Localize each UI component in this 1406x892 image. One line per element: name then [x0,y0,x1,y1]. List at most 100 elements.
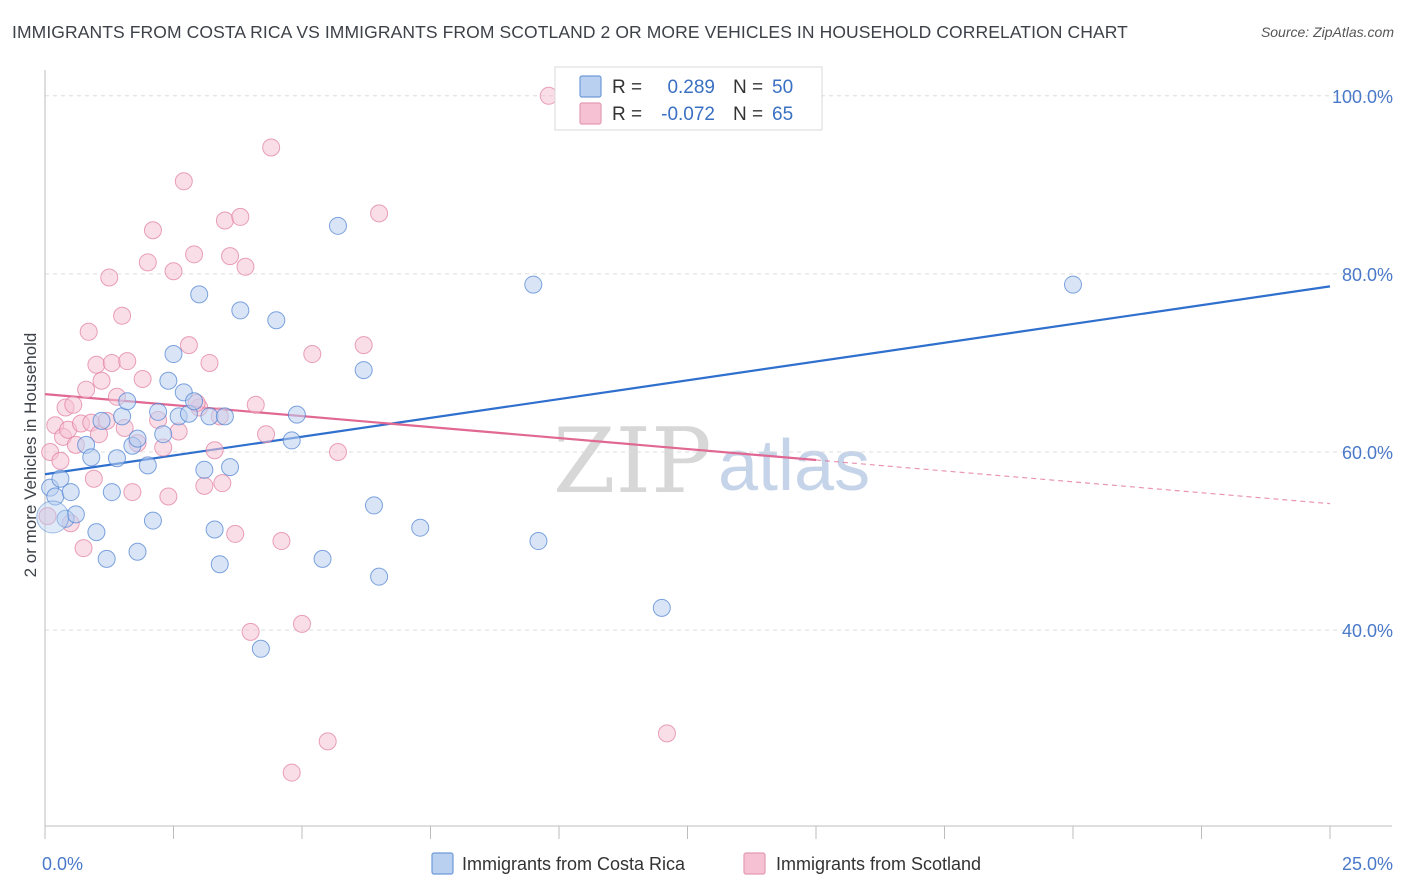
costa-rica-point [251,639,270,658]
scotland-point [195,476,214,495]
costa-rica-points [36,216,1082,658]
legend-r-value-1: 0.289 [667,77,715,98]
scotland-point [185,245,204,264]
scotland-point [138,253,157,272]
series-legend: Immigrants from Costa Rica Immigrants fr… [431,852,981,875]
costa-rica-point [210,555,229,574]
scotland-point [262,138,281,157]
costa-rica-point [231,301,250,320]
scotland-point [221,247,240,266]
costa-rica-point [221,458,240,477]
costa-rica-point [195,460,214,479]
x-tick-label: 25.0% [1342,854,1393,874]
costa-rica-point [185,392,204,411]
legend-swatch-blue [579,75,602,98]
costa-rica-point [354,361,373,380]
scotland-point [51,451,70,470]
costa-rica-point [97,549,116,568]
scotland-trend-line [44,393,817,462]
scotland-point [64,395,83,414]
scotland-point [215,211,234,230]
costa-rica-point [190,285,209,304]
scotland-point [257,425,276,444]
scotland-point [143,221,162,240]
costa-rica-point [138,456,157,475]
costa-rica-point [313,549,332,568]
costa-rica-point [107,449,126,468]
scotland-point [113,306,132,325]
costa-rica-point [102,483,121,502]
bottom-legend-scotland: Immigrants from Scotland [776,854,981,874]
costa-rica-point [128,542,147,561]
scotland-point [38,507,57,526]
costa-rica-point [164,345,183,364]
bottom-legend-costa-rica: Immigrants from Costa Rica [462,854,686,874]
correlation-legend: R = 0.289 N = 50 R = -0.072 N = 65 [554,66,823,131]
costa-rica-point [529,532,548,551]
scotland-point [213,474,232,493]
costa-rica-point [524,275,543,294]
costa-rica-point [364,496,383,515]
scotland-point [318,732,337,751]
chart-title: IMMIGRANTS FROM COSTA RICA VS IMMIGRANTS… [12,22,1128,42]
trend-lines [44,285,1331,505]
costa-rica-point [51,469,70,488]
costa-rica-point [215,407,234,426]
costa-rica-point [82,448,101,467]
costa-rica-point [267,311,286,330]
costa-rica-point [1064,275,1082,294]
y-tick-label: 60.0% [1342,443,1393,463]
bottom-legend-swatch-blue [431,852,454,875]
scotland-point [282,763,301,782]
scotland-point [179,336,198,355]
scotland-point [102,353,121,372]
costa-rica-trend-line [44,285,1331,476]
costa-rica-point [200,407,219,426]
costa-rica-point [113,407,132,426]
costa-rica-point [159,371,178,390]
scotland-point [77,380,96,399]
scotland-point [84,469,103,488]
costa-rica-point [61,483,80,502]
scotland-point [200,353,219,372]
costa-rica-point [143,511,162,530]
costa-rica-point [66,505,85,524]
costa-rica-point [370,567,389,586]
costa-rica-point [118,392,137,411]
scotland-point [174,172,193,191]
scotland-point [226,524,245,543]
watermark-atlas: atlas [718,426,870,506]
scotland-point [118,352,137,371]
legend-r-label-2: R = [612,104,642,125]
costa-rica-point [411,518,430,537]
source-label: Source: ZipAtlas.com [1260,24,1394,40]
scotland-point [100,268,119,287]
scotland-point [159,487,178,506]
scotland-point [164,262,183,281]
legend-r-label-1: R = [612,77,642,98]
scotland-point [231,207,250,226]
costa-rica-point [92,411,111,430]
bottom-legend-swatch-pink [743,852,766,875]
scotland-point [354,336,373,355]
costa-rica-point [652,598,671,617]
x-tick-label: 0.0% [42,854,83,874]
legend-r-value-2: -0.072 [661,104,715,125]
legend-n-label-1: N = [733,77,763,98]
scotland-point [87,355,106,374]
costa-rica-point [149,402,168,421]
scotland-point [133,369,152,388]
y-axis-label: 2 or more Vehicles in Household [21,333,40,578]
scotland-trend-extension [815,459,1331,505]
scotland-point [328,443,347,461]
costa-rica-point [282,431,301,450]
scotland-point [79,322,98,341]
y-tick-label: 40.0% [1342,621,1393,641]
scotland-point [92,371,111,390]
costa-rica-point [154,425,173,444]
scotland-point [74,539,93,558]
costa-rica-point [287,405,306,424]
tick-labels: 40.0% 60.0% 80.0% 100.0% 0.0% 25.0% [42,87,1393,874]
watermark-zip: ZIP [553,409,712,514]
